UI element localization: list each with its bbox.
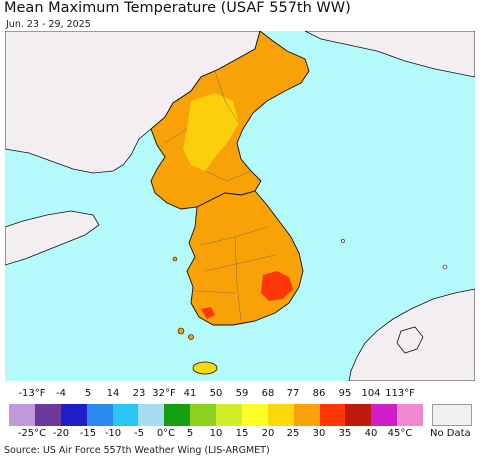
legend-swatch xyxy=(267,404,294,426)
legend-c-label: 25 xyxy=(286,428,300,439)
russia-land xyxy=(304,31,475,78)
legend-f-label: -4 xyxy=(56,388,66,399)
legend-no-data-swatch xyxy=(432,404,472,426)
legend-celsius-labels: -25°C -20 -15 -10 -5 0°C 5 10 15 20 25 3… xyxy=(0,428,480,442)
legend-f-label: 14 xyxy=(106,388,120,399)
legend-c-label: 45°C xyxy=(387,428,413,439)
legend-c-label: -20 xyxy=(52,428,70,439)
legend-swatch xyxy=(216,404,242,426)
province-borders xyxy=(164,70,276,322)
legend-swatch xyxy=(112,404,139,426)
legend-swatch xyxy=(86,404,113,426)
legend-f-label: 86 xyxy=(312,388,326,399)
japan-island xyxy=(396,326,424,354)
legend-color-bar xyxy=(9,404,423,426)
legend-f-label: -13°F xyxy=(18,388,46,399)
legend-f-label: 77 xyxy=(286,388,300,399)
legend-swatch xyxy=(345,404,372,426)
legend-c-label: -15 xyxy=(79,428,97,439)
legend-c-label: 5 xyxy=(186,428,194,439)
legend-f-label: 23 xyxy=(132,388,146,399)
legend-swatch xyxy=(319,404,346,426)
legend-swatch xyxy=(397,404,423,426)
legend-swatch xyxy=(293,404,320,426)
legend-c-label: 35 xyxy=(338,428,352,439)
legend-f-label: 41 xyxy=(183,388,197,399)
legend-swatch xyxy=(34,404,61,426)
north-korea-mild-zone xyxy=(183,93,239,171)
legend-f-label: 95 xyxy=(338,388,352,399)
legend-f-label: 32°F xyxy=(152,388,176,399)
legend-f-label: 68 xyxy=(261,388,275,399)
legend-c-label: 20 xyxy=(261,428,275,439)
jeju-island xyxy=(192,361,218,375)
legend-c-label: 40 xyxy=(364,428,378,439)
legend-f-label: 113°F xyxy=(385,388,415,399)
legend-swatch xyxy=(241,404,268,426)
south-korea-hot-zone xyxy=(261,271,293,301)
legend-swatch xyxy=(164,404,191,426)
legend-c-label: 30 xyxy=(312,428,326,439)
legend-f-label: 104 xyxy=(361,388,381,399)
legend-no-data-label: No Data xyxy=(430,428,471,439)
legend-swatch xyxy=(138,404,165,426)
island xyxy=(172,256,178,262)
legend-c-label: 15 xyxy=(235,428,249,439)
legend-c-label: -25°C xyxy=(17,428,47,439)
shandong-land xyxy=(5,210,100,266)
legend-c-label: -5 xyxy=(134,428,144,439)
legend-f-label: 59 xyxy=(235,388,249,399)
legend-fahrenheit-labels: -13°F -4 5 14 23 32°F 41 50 59 68 77 86 … xyxy=(0,388,480,402)
legend-c-label: 0°C xyxy=(156,428,176,439)
legend-c-label: 10 xyxy=(209,428,223,439)
map-title: Mean Maximum Temperature (USAF 557th WW) xyxy=(4,0,351,16)
island xyxy=(188,334,194,340)
legend-f-label: 5 xyxy=(84,388,92,399)
temperature-map xyxy=(5,31,475,381)
island xyxy=(442,264,448,270)
southwest-hot-spot xyxy=(201,307,215,319)
legend-f-label: 50 xyxy=(209,388,223,399)
legend-swatch xyxy=(9,404,35,426)
legend-swatch xyxy=(60,404,87,426)
source-credit: Source: US Air Force 557th Weather Wing … xyxy=(4,445,270,456)
legend-c-label: -10 xyxy=(104,428,122,439)
legend-swatch xyxy=(371,404,398,426)
date-range: Jun. 23 - 29, 2025 xyxy=(6,19,91,30)
island xyxy=(341,239,345,243)
island xyxy=(177,327,185,335)
legend-swatch xyxy=(190,404,216,426)
